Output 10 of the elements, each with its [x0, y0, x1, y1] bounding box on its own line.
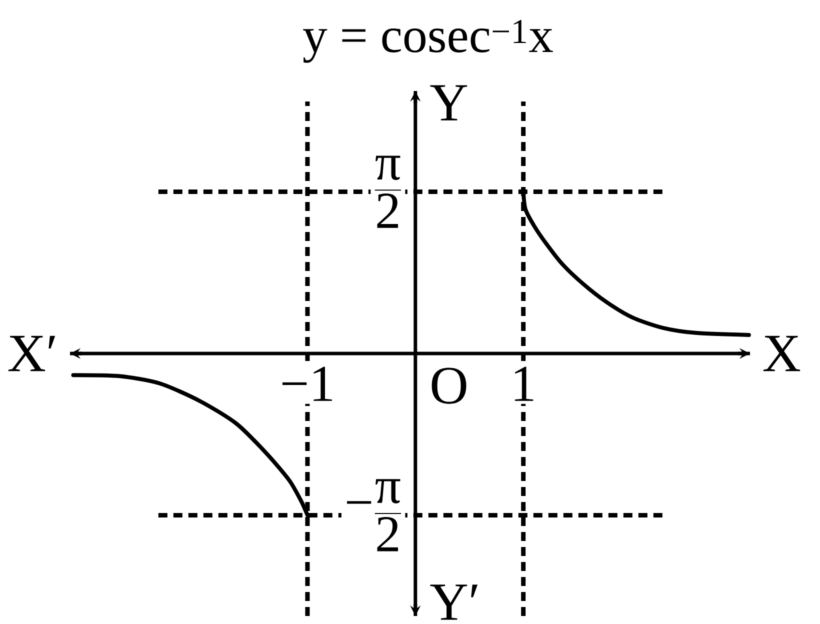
annotation: O	[432, 368, 466, 404]
y-tick-label: $\text{−}\frac{\text{π}}{\text{2}}$	[347, 479, 402, 552]
x-axis-title: X	[763, 336, 800, 372]
annotation: Y′	[430, 584, 478, 620]
x-tick-label: 1	[514, 366, 534, 401]
chart-title: y = cosec$^{−1}$x	[303, 20, 553, 63]
y-axis-title: Y	[430, 85, 468, 120]
text: X′	[8, 336, 56, 372]
x-tick-label: −1	[282, 366, 332, 401]
y-tick-label: $\frac{\text{π}}{\text{2}}$	[374, 156, 402, 228]
